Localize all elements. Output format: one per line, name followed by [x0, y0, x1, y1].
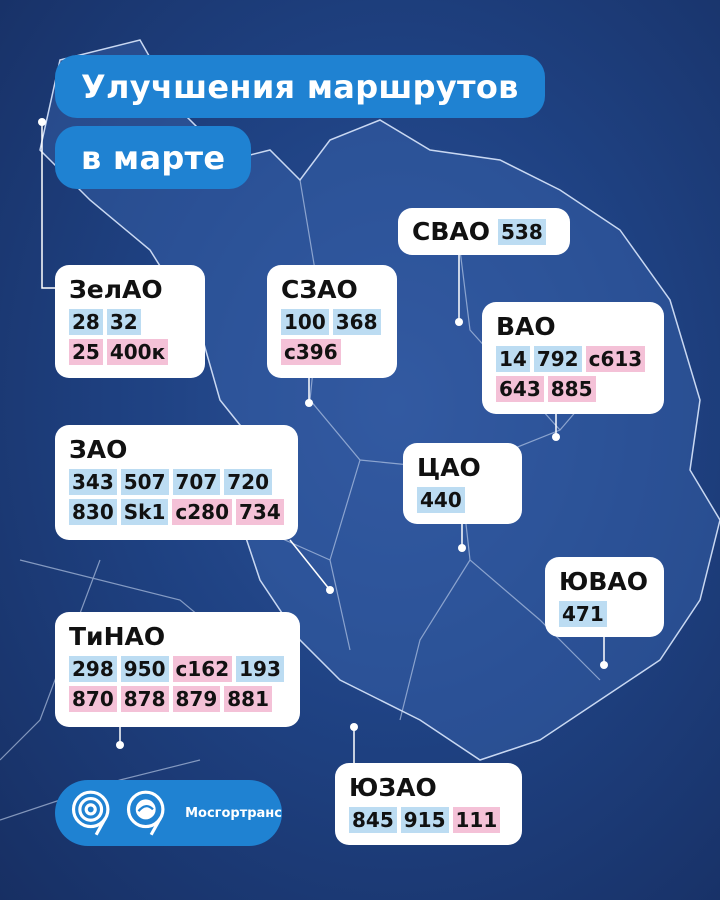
mosgortrans-emblem-icon — [126, 790, 165, 836]
route-chip: 950 — [120, 656, 169, 682]
route-chip-new: 881 — [224, 686, 272, 712]
district-card-yuvao: ЮВАО 471 — [545, 557, 664, 637]
route-chip: 507 — [120, 469, 169, 495]
route-row: 28 32 — [69, 309, 191, 335]
route-row: 830 Sk1 с280 734 — [69, 499, 284, 525]
route-chip-new: 879 — [172, 686, 221, 712]
route-chip: 193 — [236, 656, 284, 682]
route-chip-new: 400к — [106, 339, 169, 365]
district-card-yuzao: ЮЗАО 845 915 111 — [335, 763, 522, 845]
route-chip-new: 885 — [547, 376, 596, 402]
district-card-zelao: ЗелАО 28 32 25 400к — [55, 265, 205, 378]
route-chip: 538 — [498, 218, 546, 245]
route-chip-new: 643 — [496, 376, 544, 402]
route-row: 440 — [417, 487, 508, 513]
district-name: ЗАО — [69, 435, 128, 464]
route-chip: 915 — [400, 807, 449, 833]
route-chip: 845 — [349, 807, 397, 833]
district-name: ЗелАО — [69, 275, 163, 304]
route-row: 845 915 111 — [349, 807, 508, 833]
district-card-cao: ЦАО 440 — [403, 443, 522, 524]
route-row: 343 507 707 720 — [69, 469, 284, 495]
route-chip: 720 — [224, 469, 272, 495]
route-row: 643 885 — [496, 376, 650, 402]
route-chip-new: 878 — [120, 686, 169, 712]
district-card-svao: СВАО 538 — [398, 208, 570, 255]
route-row: с396 — [281, 339, 383, 365]
district-card-vao: ВАО 14 792 с613 643 885 — [482, 302, 664, 414]
district-name: ЮВАО — [559, 567, 649, 596]
route-row: 25 400к — [69, 339, 191, 365]
route-chip: 100 — [281, 309, 329, 335]
district-name: ВАО — [496, 312, 556, 341]
route-row: 471 — [559, 601, 650, 627]
route-chip-new: 734 — [235, 499, 284, 525]
route-chip-new: 870 — [69, 686, 117, 712]
location-dots — [38, 118, 608, 749]
route-row: 298 950 с162 193 — [69, 656, 286, 682]
route-chip: 32 — [106, 309, 141, 335]
district-card-szao: СЗАО 100 368 с396 — [267, 265, 397, 378]
district-name: ТиНАО — [69, 622, 166, 651]
route-chip: 28 — [69, 309, 103, 335]
route-chip: 14 — [496, 346, 530, 372]
mosgortrans-logo: Мосгортранс — [55, 780, 282, 846]
route-row: 14 792 с613 — [496, 346, 650, 372]
route-chip: 707 — [172, 469, 221, 495]
route-chip: 440 — [417, 487, 465, 513]
route-chip: 368 — [332, 309, 381, 335]
route-chip-new: с162 — [172, 656, 233, 682]
route-row: 538 — [498, 218, 546, 245]
route-chip: 298 — [69, 656, 117, 682]
route-chip: Sk1 — [120, 499, 169, 525]
route-chip: 343 — [69, 469, 117, 495]
route-chip: 471 — [559, 601, 607, 627]
route-row: 870 878 879 881 — [69, 686, 286, 712]
route-chip-new: 25 — [69, 339, 103, 365]
route-chip-new: с280 — [172, 499, 232, 525]
district-card-zao: ЗАО 343 507 707 720 830 Sk1 с280 734 — [55, 425, 298, 540]
moscow-transport-logo-icon — [71, 790, 110, 836]
district-card-tinao: ТиНАО 298 950 с162 193 870 878 879 881 — [55, 612, 300, 727]
logo-text: Мосгортранс — [185, 805, 282, 821]
district-name: ЦАО — [417, 453, 481, 482]
title-line-1: Улучшения маршрутов — [55, 55, 545, 118]
route-chip-new: с613 — [585, 346, 646, 372]
district-name: СВАО — [412, 216, 491, 246]
route-chip-new: с396 — [281, 339, 341, 365]
route-chip: 792 — [533, 346, 582, 372]
route-row: 100 368 — [281, 309, 383, 335]
route-chip-new: 111 — [452, 807, 501, 833]
title-line-2: в марте — [55, 126, 252, 189]
district-name: ЮЗАО — [349, 773, 437, 802]
district-name: СЗАО — [281, 275, 358, 304]
route-chip: 830 — [69, 499, 117, 525]
